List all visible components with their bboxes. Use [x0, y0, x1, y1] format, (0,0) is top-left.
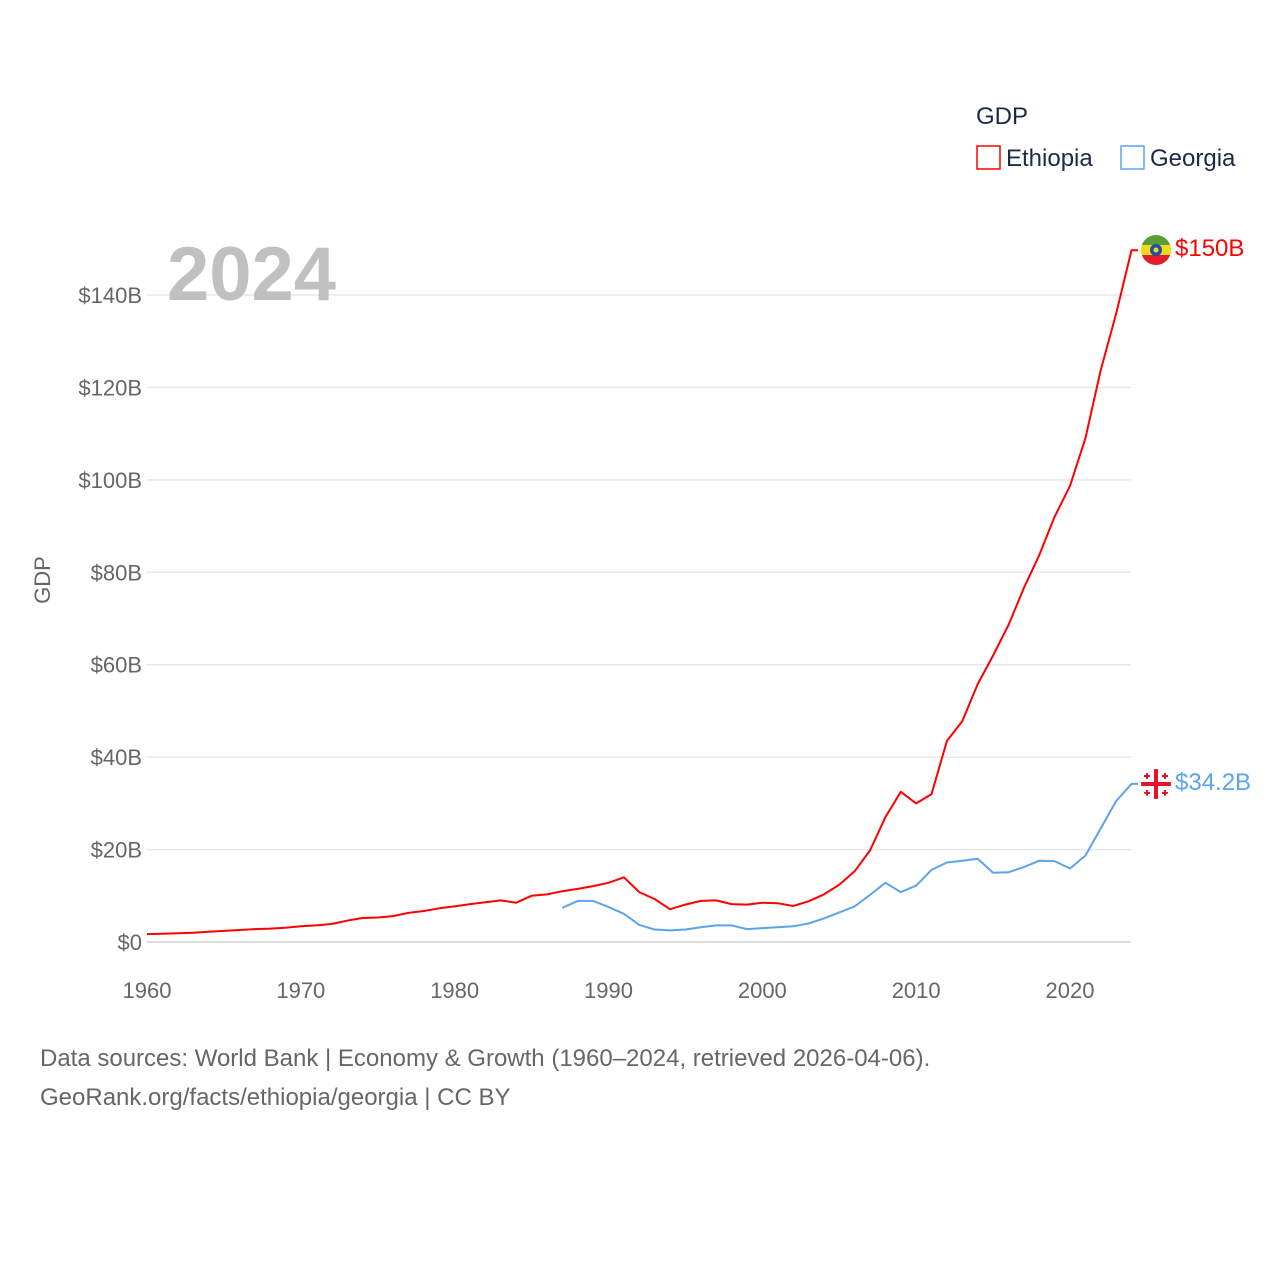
- x-axis-ticks: 1960 1970 1980 1990 2000 2010 2020: [123, 978, 1095, 1003]
- x-tick-label: 1990: [584, 978, 633, 1003]
- x-tick-label: 2010: [892, 978, 941, 1003]
- legend-swatch-georgia: [1120, 145, 1145, 170]
- y-tick-label: $140B: [78, 283, 142, 308]
- year-watermark: 2024: [167, 232, 336, 317]
- ethiopia-flag-icon: [1141, 235, 1171, 265]
- y-axis-label: GDP: [30, 556, 55, 604]
- y-tick-label: $40B: [91, 745, 142, 770]
- y-tick-label: $120B: [78, 375, 142, 400]
- y-tick-label: $0: [118, 930, 142, 955]
- footer-sources: Data sources: World Bank | Economy & Gro…: [40, 1045, 931, 1072]
- y-tick-label: $20B: [91, 838, 142, 863]
- x-tick-label: 1980: [430, 978, 479, 1003]
- legend-title: GDP: [976, 103, 1028, 130]
- end-label-ethiopia: $150B: [1175, 235, 1244, 262]
- x-tick-label: 1970: [276, 978, 325, 1003]
- y-axis-ticks: $0 $20B $40B $60B $80B $100B $120B $140B: [78, 283, 142, 955]
- legend-label-georgia: Georgia: [1150, 145, 1236, 172]
- x-tick-label: 2020: [1046, 978, 1095, 1003]
- y-tick-label: $60B: [91, 653, 142, 678]
- legend-item-ethiopia[interactable]: Ethiopia: [976, 145, 1093, 172]
- legend-item-georgia[interactable]: Georgia: [1120, 145, 1236, 172]
- series-lines: [146, 249, 1138, 936]
- series-line-ethiopia: [146, 249, 1138, 936]
- end-label-georgia: $34.2B: [1175, 769, 1251, 796]
- georgia-flag-icon: [1141, 769, 1171, 799]
- grid-lines: [147, 294, 1131, 943]
- y-tick-label: $100B: [78, 468, 142, 493]
- x-tick-label: 2000: [738, 978, 787, 1003]
- footer-attribution: GeoRank.org/facts/ethiopia/georgia | CC …: [40, 1084, 511, 1111]
- series-line-georgia: [561, 782, 1138, 932]
- y-tick-label: $80B: [91, 560, 142, 585]
- legend-swatch-ethiopia: [976, 145, 1001, 170]
- legend-label-ethiopia: Ethiopia: [1006, 145, 1093, 172]
- x-tick-label: 1960: [123, 978, 172, 1003]
